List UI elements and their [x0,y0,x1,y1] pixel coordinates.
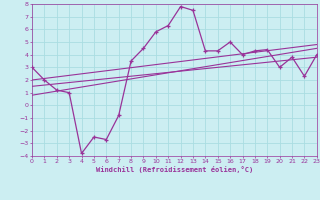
X-axis label: Windchill (Refroidissement éolien,°C): Windchill (Refroidissement éolien,°C) [96,166,253,173]
